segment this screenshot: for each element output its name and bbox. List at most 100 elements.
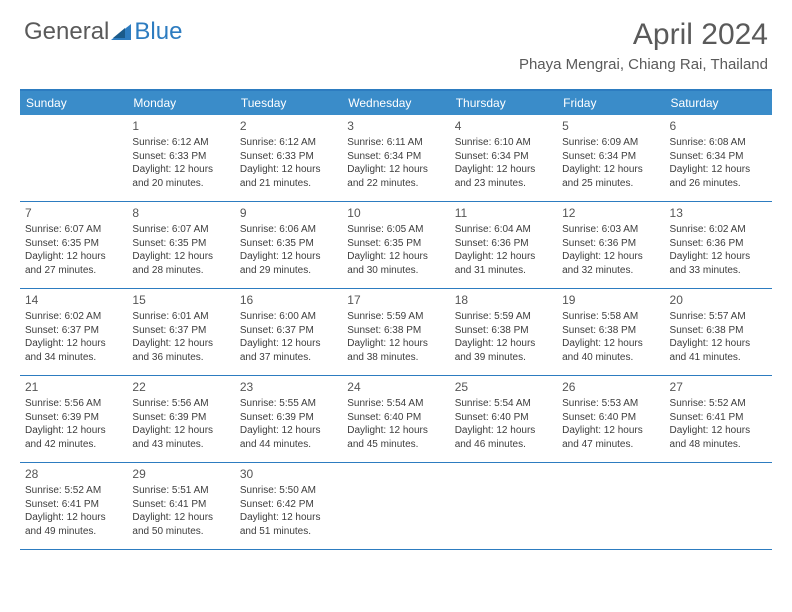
calendar-day-cell: 29Sunrise: 5:51 AMSunset: 6:41 PMDayligh… <box>127 463 234 549</box>
sunrise-text: Sunrise: 6:06 AM <box>240 223 337 237</box>
calendar-day-cell: 21Sunrise: 5:56 AMSunset: 6:39 PMDayligh… <box>20 376 127 462</box>
daylight-text: Daylight: 12 hours and 48 minutes. <box>670 424 767 451</box>
sunset-text: Sunset: 6:35 PM <box>347 237 444 251</box>
calendar-day-cell: 22Sunrise: 5:56 AMSunset: 6:39 PMDayligh… <box>127 376 234 462</box>
sunrise-text: Sunrise: 5:59 AM <box>347 310 444 324</box>
day-number: 3 <box>347 118 444 134</box>
weekday-header: Thursday <box>450 91 557 115</box>
calendar-day-cell: 19 Sunrise: 5:58 AMSunset: 6:38 PMDayligh… <box>557 289 664 375</box>
logo: General Blue <box>24 18 182 46</box>
calendar: SundayMondayTuesdayWednesdayThursdayFrid… <box>20 89 772 550</box>
day-number: 29 <box>132 466 229 482</box>
daylight-text: Daylight: 12 hours and 30 minutes. <box>347 250 444 277</box>
sunset-text: Sunset: 6:34 PM <box>562 150 659 164</box>
day-number: 9 <box>240 205 337 221</box>
sunset-text: Sunset: 6:37 PM <box>132 324 229 338</box>
day-number: 10 <box>347 205 444 221</box>
logo-text-blue: Blue <box>111 18 182 46</box>
sunrise-text: Sunrise: 6:07 AM <box>25 223 122 237</box>
day-number: 27 <box>670 379 767 395</box>
calendar-day-cell: 26Sunrise: 5:53 AMSunset: 6:40 PMDayligh… <box>557 376 664 462</box>
calendar-day-cell: 23 Sunrise: 5:55 AMSunset: 6:39 PMDayligh… <box>235 376 342 462</box>
sunrise-text: Sunrise: 5:57 AM <box>670 310 767 324</box>
header: General Blue April 2024 Phaya Mengrai, C… <box>0 0 792 81</box>
calendar-day-cell: 8Sunrise: 6:07 AMSunset: 6:35 PMDaylight… <box>127 202 234 288</box>
sunset-text: Sunset: 6:41 PM <box>25 498 122 512</box>
sunset-text: Sunset: 6:40 PM <box>562 411 659 425</box>
daylight-text: Daylight: 12 hours and 45 minutes. <box>347 424 444 451</box>
sunrise-text: Sunrise: 6:02 AM <box>25 310 122 324</box>
sunrise-text: Sunrise: 5:52 AM <box>25 484 122 498</box>
sunrise-text: Sunrise: 6:09 AM <box>562 136 659 150</box>
daylight-text: Daylight: 12 hours and 37 minutes. <box>240 337 337 364</box>
sunset-text: Sunset: 6:41 PM <box>670 411 767 425</box>
sunrise-text: Sunrise: 5:59 AM <box>455 310 552 324</box>
weekday-header: Monday <box>127 91 234 115</box>
daylight-text: Daylight: 12 hours and 34 minutes. <box>25 337 122 364</box>
sunrise-text: Sunrise: 5:58 AM <box>562 310 659 324</box>
sunrise-text: Sunrise: 6:12 AM <box>132 136 229 150</box>
daylight-text: Daylight: 12 hours and 29 minutes. <box>240 250 337 277</box>
location-text: Phaya Mengrai, Chiang Rai, Thailand <box>519 56 768 73</box>
sunset-text: Sunset: 6:40 PM <box>455 411 552 425</box>
daylight-text: Daylight: 12 hours and 49 minutes. <box>25 511 122 538</box>
daylight-text: Daylight: 12 hours and 38 minutes. <box>347 337 444 364</box>
day-number: 23 <box>240 379 337 395</box>
calendar-week-row: 14Sunrise: 6:02 AMSunset: 6:37 PMDayligh… <box>20 289 772 376</box>
day-number: 21 <box>25 379 122 395</box>
sunset-text: Sunset: 6:38 PM <box>562 324 659 338</box>
sunrise-text: Sunrise: 6:03 AM <box>562 223 659 237</box>
day-number: 2 <box>240 118 337 134</box>
logo-blue-text: Blue <box>134 18 182 46</box>
calendar-day-cell <box>342 463 449 549</box>
daylight-text: Daylight: 12 hours and 44 minutes. <box>240 424 337 451</box>
day-number: 22 <box>132 379 229 395</box>
calendar-day-cell: 6Sunrise: 6:08 AMSunset: 6:34 PMDaylight… <box>665 115 772 201</box>
day-number: 13 <box>670 205 767 221</box>
daylight-text: Daylight: 12 hours and 39 minutes. <box>455 337 552 364</box>
calendar-day-cell: 16Sunrise: 6:00 AMSunset: 6:37 PMDayligh… <box>235 289 342 375</box>
day-number: 28 <box>25 466 122 482</box>
sunrise-text: Sunrise: 5:55 AM <box>240 397 337 411</box>
logo-text-general: General <box>24 18 109 46</box>
daylight-text: Daylight: 12 hours and 22 minutes. <box>347 163 444 190</box>
daylight-text: Daylight: 12 hours and 33 minutes. <box>670 250 767 277</box>
daylight-text: Daylight: 12 hours and 46 minutes. <box>455 424 552 451</box>
day-number: 25 <box>455 379 552 395</box>
day-number: 24 <box>347 379 444 395</box>
sunset-text: Sunset: 6:37 PM <box>240 324 337 338</box>
daylight-text: Daylight: 12 hours and 43 minutes. <box>132 424 229 451</box>
day-number: 26 <box>562 379 659 395</box>
calendar-day-cell: 24Sunrise: 5:54 AMSunset: 6:40 PMDayligh… <box>342 376 449 462</box>
sunrise-text: Sunrise: 5:52 AM <box>670 397 767 411</box>
sunset-text: Sunset: 6:38 PM <box>455 324 552 338</box>
calendar-day-cell: 28 Sunrise: 5:52 AMSunset: 6:41 PMDayligh… <box>20 463 127 549</box>
sunset-text: Sunset: 6:42 PM <box>240 498 337 512</box>
sunset-text: Sunset: 6:39 PM <box>25 411 122 425</box>
calendar-day-cell <box>20 115 127 201</box>
calendar-day-cell: 9Sunrise: 6:06 AMSunset: 6:35 PMDaylight… <box>235 202 342 288</box>
sunrise-text: Sunrise: 6:05 AM <box>347 223 444 237</box>
weekday-header: Wednesday <box>342 91 449 115</box>
daylight-text: Daylight: 12 hours and 20 minutes. <box>132 163 229 190</box>
daylight-text: Daylight: 12 hours and 28 minutes. <box>132 250 229 277</box>
daylight-text: Daylight: 12 hours and 26 minutes. <box>670 163 767 190</box>
sunset-text: Sunset: 6:39 PM <box>132 411 229 425</box>
month-title: April 2024 <box>519 18 768 52</box>
daylight-text: Daylight: 12 hours and 47 minutes. <box>562 424 659 451</box>
day-number: 19 <box>562 292 659 308</box>
daylight-text: Daylight: 12 hours and 50 minutes. <box>132 511 229 538</box>
day-number: 15 <box>132 292 229 308</box>
calendar-day-cell: 10 Sunrise: 6:05 AMSunset: 6:35 PMDayligh… <box>342 202 449 288</box>
calendar-day-cell: 4Sunrise: 6:10 AMSunset: 6:34 PMDaylight… <box>450 115 557 201</box>
day-number: 16 <box>240 292 337 308</box>
sunrise-text: Sunrise: 6:01 AM <box>132 310 229 324</box>
sunrise-text: Sunrise: 5:54 AM <box>347 397 444 411</box>
sunrise-text: Sunrise: 5:54 AM <box>455 397 552 411</box>
calendar-week-row: 28Sunrise: 5:52 AMSunset: 6:41 PMDayligh… <box>20 463 772 550</box>
daylight-text: Daylight: 12 hours and 40 minutes. <box>562 337 659 364</box>
weekday-header: Tuesday <box>235 91 342 115</box>
sunset-text: Sunset: 6:39 PM <box>240 411 337 425</box>
sunset-text: Sunset: 6:35 PM <box>132 237 229 251</box>
sunset-text: Sunset: 6:34 PM <box>670 150 767 164</box>
